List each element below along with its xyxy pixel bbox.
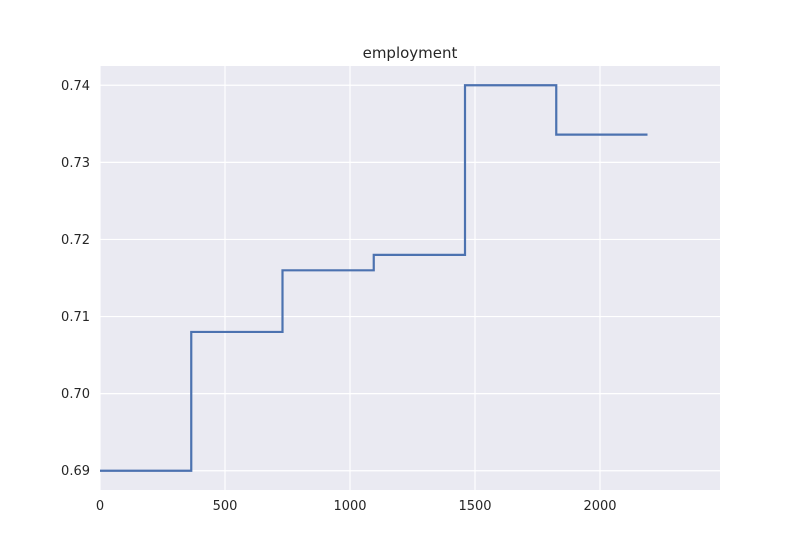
y-tick-label: 0.70 — [61, 387, 90, 402]
x-tick-label: 2000 — [583, 499, 616, 514]
series-line — [100, 84, 648, 472]
x-gridlines — [99, 66, 601, 490]
y-tick-label: 0.73 — [61, 156, 90, 171]
x-axis-ticks: 0 500 1000 1500 2000 — [96, 499, 617, 514]
y-gridlines — [100, 84, 720, 472]
series-layer — [100, 84, 648, 472]
x-tick-label: 1000 — [333, 499, 366, 514]
y-tick-label: 0.72 — [61, 233, 90, 248]
y-tick-label: 0.74 — [61, 79, 90, 94]
x-tick-label: 1500 — [458, 499, 491, 514]
y-axis-ticks: 0.69 0.70 0.71 0.72 0.73 0.74 — [61, 79, 90, 479]
x-tick-label: 0 — [96, 499, 104, 514]
y-tick-label: 0.71 — [61, 310, 90, 325]
y-tick-label: 0.69 — [61, 464, 90, 479]
chart-title: employment — [363, 44, 458, 62]
x-tick-label: 500 — [213, 499, 238, 514]
plot-background — [100, 66, 720, 490]
